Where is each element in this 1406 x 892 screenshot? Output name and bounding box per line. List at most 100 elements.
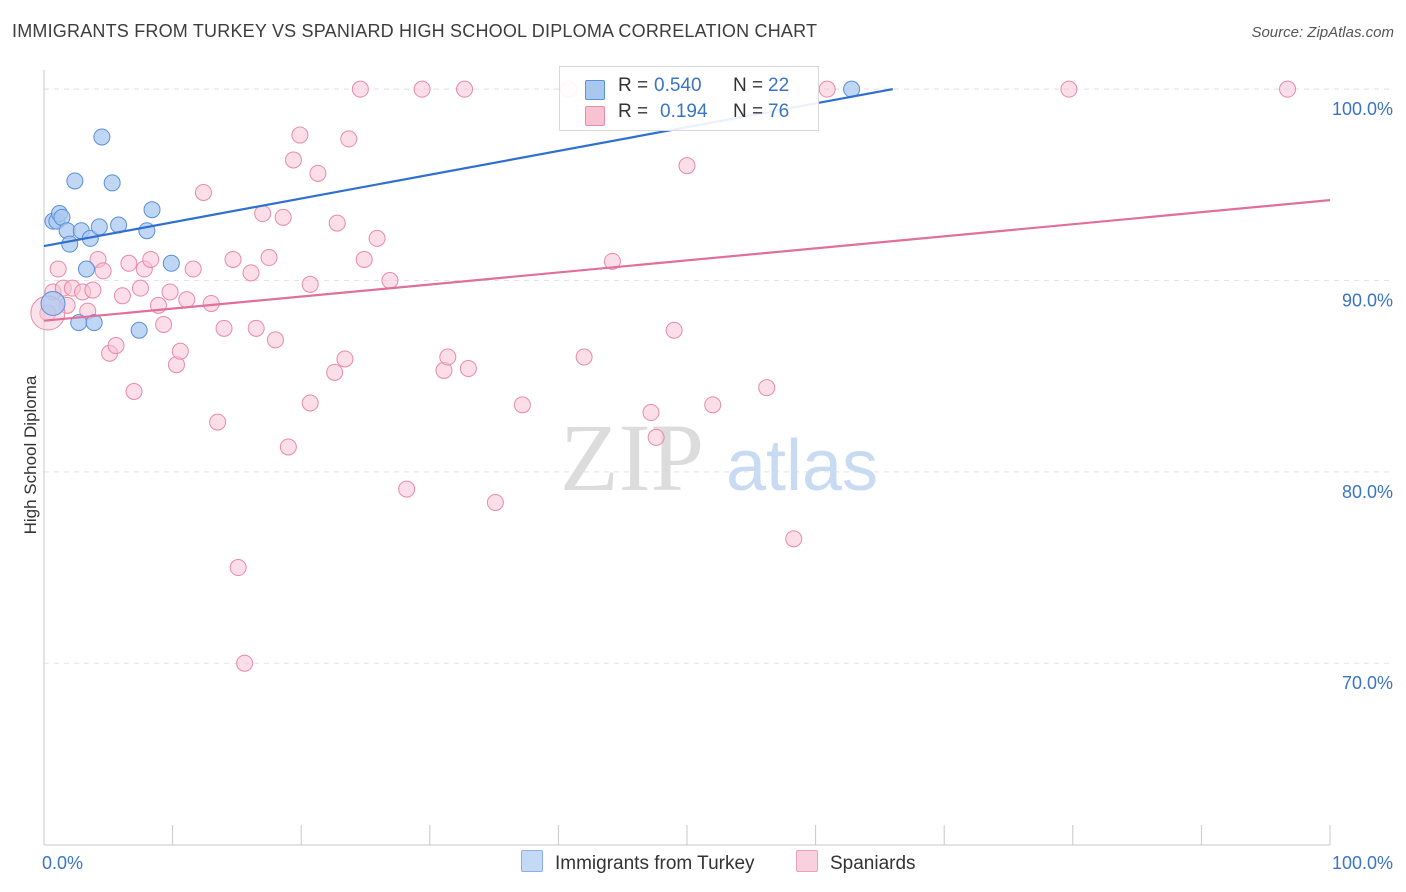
spaniards-point — [603, 252, 621, 270]
legend-n-value: 22 — [768, 75, 790, 96]
spaniards-point — [513, 396, 531, 414]
spaniards-point — [178, 291, 196, 309]
spaniards-point — [107, 337, 125, 355]
spaniards-point — [171, 342, 189, 360]
legend-r-label: R = — [618, 75, 649, 96]
spaniards-point — [355, 250, 373, 268]
legend-n-label: N = — [733, 101, 764, 122]
spaniards-point — [336, 350, 354, 368]
spaniards-point — [242, 264, 260, 282]
spaniards-point — [439, 348, 457, 366]
spaniards-point — [328, 214, 346, 232]
spaniards-point — [309, 164, 327, 182]
legend-r-value: 0.194 — [660, 101, 708, 122]
spaniards-point — [274, 208, 292, 226]
spaniards-point — [459, 360, 477, 378]
turkey-point — [85, 314, 103, 332]
chart-title: IMMIGRANTS FROM TURKEY VS SPANIARD HIGH … — [12, 21, 818, 41]
spaniards-point — [1060, 80, 1078, 98]
spaniards-point — [486, 493, 504, 511]
spaniards-point — [301, 275, 319, 293]
spaniards-point — [247, 319, 265, 337]
spaniards-point — [94, 262, 112, 280]
spaniards-point — [120, 254, 138, 272]
spaniards-point — [284, 151, 302, 169]
spaniards-point — [266, 331, 284, 349]
turkey-point — [77, 260, 95, 278]
spaniards-point — [142, 250, 160, 268]
spaniards-point — [84, 281, 102, 299]
bottom-legend-turkey: Immigrants from Turkey — [521, 850, 755, 875]
spaniards-point — [113, 287, 131, 305]
spaniards-point — [260, 249, 278, 267]
spaniards-point — [575, 348, 593, 366]
legend-n-value: 76 — [768, 101, 790, 122]
turkey-point — [40, 290, 66, 316]
spaniards-trend-line — [43, 199, 1331, 322]
spaniards-point — [279, 438, 297, 456]
legend-swatch-spaniards — [585, 106, 605, 126]
turkey-point — [61, 235, 79, 253]
spaniards-point — [1279, 80, 1297, 98]
spaniards-point — [704, 396, 722, 414]
spaniards-point — [301, 394, 319, 412]
legend-swatch-turkey — [585, 80, 605, 100]
watermark-zip: ZIP — [560, 404, 704, 511]
spaniards-points — [30, 80, 1297, 672]
spaniards-point — [131, 279, 149, 297]
turkey-point — [143, 201, 161, 219]
spaniards-point — [291, 126, 309, 144]
x-tick-label: 100.0% — [1332, 853, 1393, 873]
spaniards-point — [224, 250, 242, 268]
turkey-point — [130, 321, 148, 339]
y-tick-label: 80.0% — [1342, 482, 1393, 502]
spaniards-point — [194, 183, 212, 201]
turkey-point — [90, 218, 108, 236]
turkey-point — [103, 174, 121, 192]
watermark: ZIP atlas — [560, 404, 878, 511]
spaniards-point — [647, 428, 665, 446]
turkey-point — [66, 172, 84, 190]
spaniards-point — [161, 283, 179, 301]
legend-r-value: 0.540 — [654, 75, 702, 96]
spaniards-point — [818, 80, 836, 98]
spaniards-point — [456, 80, 474, 98]
y-tick-label: 70.0% — [1342, 673, 1393, 693]
spaniards-point — [398, 480, 416, 498]
spaniards-point — [340, 130, 358, 148]
spaniards-point — [642, 404, 660, 422]
bottom-legend-swatch-spaniards — [796, 850, 818, 872]
bottom-legend-swatch-turkey — [521, 850, 543, 872]
bottom-legend-label-spaniards: Spaniards — [830, 853, 916, 874]
spaniards-point — [254, 205, 272, 223]
spaniards-point — [236, 654, 254, 672]
spaniards-point — [125, 382, 143, 400]
bottom-legend-spaniards: Spaniards — [796, 850, 916, 875]
spaniards-point — [758, 379, 776, 397]
watermark-atlas: atlas — [726, 426, 878, 506]
turkey-point — [93, 128, 111, 146]
spaniards-point — [785, 530, 803, 548]
spaniards-point — [49, 260, 67, 278]
turkey-point — [162, 254, 180, 272]
spaniards-point — [381, 271, 399, 289]
y-axis-label: High School Diploma — [21, 375, 40, 534]
gridlines — [44, 88, 1392, 664]
x-tick-label: 0.0% — [42, 853, 83, 873]
spaniards-point — [351, 80, 369, 98]
spaniards-point — [184, 260, 202, 278]
spaniards-point — [326, 363, 344, 381]
legend-r-label: R = — [618, 101, 649, 122]
bottom-legend-label-turkey: Immigrants from Turkey — [555, 853, 755, 874]
spaniards-point — [215, 319, 233, 337]
y-tick-label: 90.0% — [1342, 290, 1393, 310]
legend-n-label: N = — [733, 75, 764, 96]
spaniards-point — [678, 157, 696, 175]
source-label: Source: ZipAtlas.com — [1251, 24, 1394, 41]
spaniards-point — [229, 559, 247, 577]
spaniards-point — [209, 413, 227, 431]
y-tick-label: 100.0% — [1332, 99, 1393, 119]
axes — [43, 70, 1331, 846]
spaniards-point — [368, 229, 386, 247]
